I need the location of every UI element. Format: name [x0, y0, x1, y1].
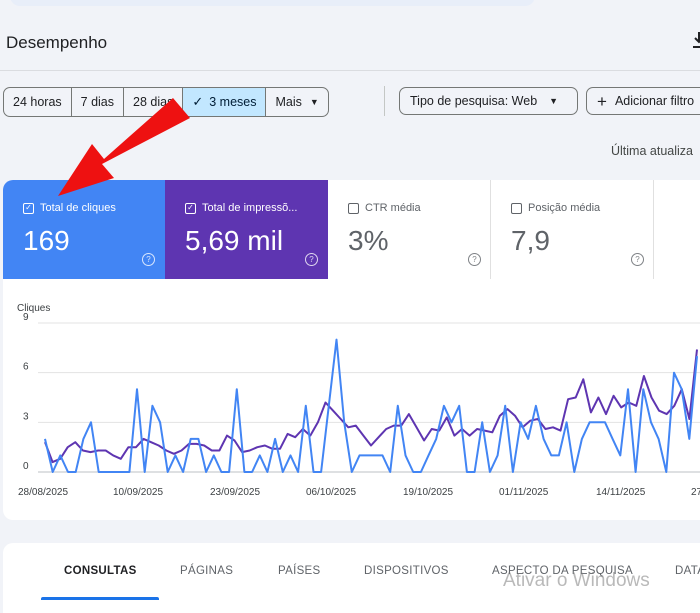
x-tick-label: 19/10/2025: [403, 487, 453, 498]
x-tick-label: 01/11/2025: [499, 487, 549, 498]
metric-value: 7,9: [511, 225, 550, 256]
windows-activation-watermark: Ativar o Windows: [503, 570, 650, 591]
range-28d[interactable]: 28 dias: [124, 88, 184, 116]
range-24h[interactable]: 24 horas: [4, 88, 72, 116]
download-icon[interactable]: [690, 30, 700, 50]
chart-y-label: Cliques: [17, 303, 50, 314]
range-3m[interactable]: ✓ 3 meses: [183, 88, 267, 116]
x-tick-label: 27: [691, 487, 700, 498]
metric-value: 5,69 mil: [185, 225, 284, 256]
metric-card-impressions[interactable]: ✓ Total de impressõ... 5,69 mil ?: [165, 180, 328, 279]
checkbox-empty-icon[interactable]: [348, 202, 359, 214]
y-tick-label: 3: [23, 411, 29, 422]
range-7d[interactable]: 7 dias: [72, 88, 125, 116]
checkbox-checked-icon[interactable]: ✓: [23, 202, 34, 214]
x-tick-label: 23/09/2025: [210, 487, 260, 498]
active-tab-indicator: [41, 597, 159, 600]
search-bar-edge: [10, 0, 535, 6]
y-tick-label: 6: [23, 362, 29, 373]
page-title: Desempenho: [6, 33, 108, 52]
last-updated-text: Última atualiza: [611, 144, 693, 158]
add-filter-button[interactable]: + Adicionar filtro: [586, 87, 700, 115]
tab-paginas[interactable]: PÁGINAS: [180, 565, 234, 577]
help-icon[interactable]: ?: [305, 253, 318, 266]
x-tick-label: 28/08/2025: [18, 487, 68, 498]
x-tick-label: 10/09/2025: [113, 487, 163, 498]
y-tick-label: 0: [23, 461, 29, 472]
metric-value: 3%: [348, 225, 389, 256]
help-icon[interactable]: ?: [468, 253, 481, 266]
metric-card-clicks[interactable]: ✓ Total de cliques 169 ?: [3, 180, 165, 279]
tab-consultas[interactable]: CONSULTAS: [64, 565, 137, 577]
y-tick-label: 9: [23, 312, 29, 323]
tab-aspecto-da-pesquisa[interactable]: ASPECTO DA PESQUISA: [492, 565, 633, 577]
impressions-line: [44, 349, 698, 464]
performance-chart: Cliques 0 3 6 9 28/08/2025 10/09/2025 23/09/202…: [17, 303, 700, 498]
performance-panel: ✓ Total de cliques 169 ? ✓ Total de impres…: [3, 180, 700, 520]
date-range-selector: 24 horas 7 dias 28 dias ✓ 3 meses Mais ▼: [3, 87, 329, 117]
help-icon[interactable]: ?: [631, 253, 644, 266]
caret-down-icon: ▼: [309, 97, 319, 107]
help-icon[interactable]: ?: [142, 253, 155, 266]
tab-paises[interactable]: PAÍSES: [278, 565, 321, 577]
metric-card-position[interactable]: Posição média 7,9 ?: [491, 180, 654, 279]
range-more[interactable]: Mais ▼: [275, 95, 319, 109]
checkbox-empty-icon[interactable]: [511, 202, 522, 214]
checkbox-checked-icon[interactable]: ✓: [185, 202, 196, 214]
header-divider: [0, 70, 700, 71]
plus-icon: +: [597, 91, 607, 111]
filter-divider: [384, 86, 385, 116]
caret-down-icon: ▼: [549, 96, 559, 106]
checkmark-icon: ✓: [192, 94, 204, 109]
search-type-dropdown[interactable]: Tipo de pesquisa: Web ▼: [399, 87, 578, 115]
metric-card-ctr[interactable]: CTR média 3% ?: [328, 180, 491, 279]
x-tick-label: 14/11/2025: [596, 487, 646, 498]
metric-value: 169: [23, 225, 70, 256]
clicks-line: [44, 338, 698, 473]
x-tick-label: 06/10/2025: [306, 487, 356, 498]
tab-dispositivos[interactable]: DISPOSITIVOS: [364, 565, 449, 577]
